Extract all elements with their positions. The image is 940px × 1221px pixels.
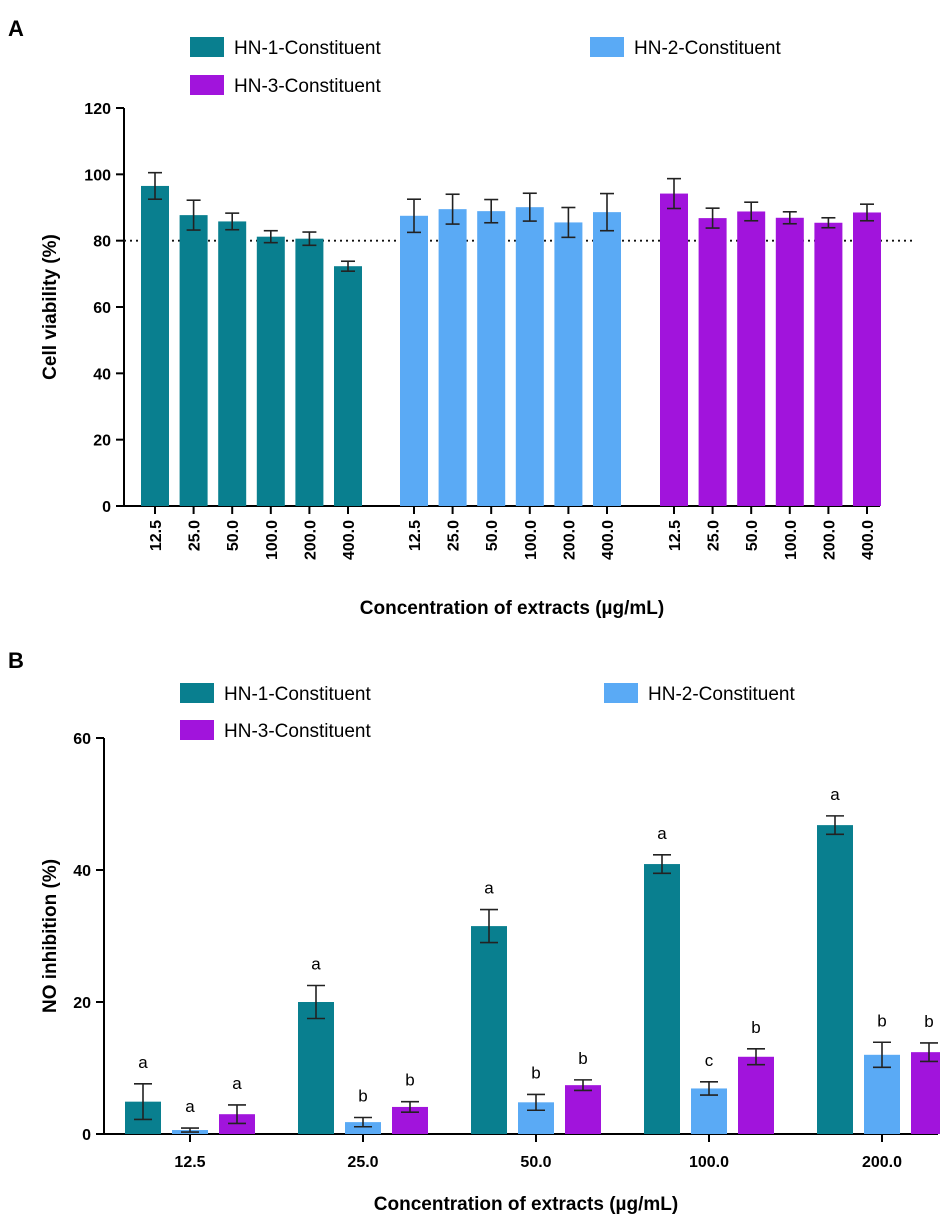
legend-swatch-hn2 — [590, 37, 624, 57]
x-tick-label: 25.0 — [706, 520, 723, 551]
legend-swatch-hn2 — [604, 683, 638, 703]
legend-swatch-hn3 — [190, 75, 224, 95]
legend-label-hn2: HN-2-Constituent — [648, 684, 795, 705]
x-tick-label: 200.0 — [302, 520, 319, 560]
legend-label-hn1: HN-1-Constituent — [224, 684, 371, 705]
legend-label-hn3: HN-3-Constituent — [234, 76, 381, 97]
y-tick-label: 40 — [73, 863, 91, 880]
panel-a: A HN-1-Constituent HN-3-Constituent HN-2… — [8, 16, 916, 619]
panel-a-plot: 0 20 40 60 80 100 120 12.5 25.0 50.0 100.0 200.0 400… — [84, 101, 916, 560]
x-tick-label: 400.0 — [341, 520, 358, 560]
bar — [776, 218, 804, 506]
significance-label: b — [578, 1049, 587, 1068]
bar — [334, 266, 362, 506]
x-tick-label: 12.5 — [407, 520, 424, 551]
bar — [853, 212, 881, 506]
bar — [565, 1085, 601, 1134]
panel-a-label: A — [8, 16, 24, 41]
significance-label: b — [877, 1011, 886, 1030]
significance-label: a — [138, 1053, 148, 1072]
legend-label-hn1: HN-1-Constituent — [234, 38, 381, 59]
significance-label: a — [185, 1097, 195, 1116]
significance-label: a — [657, 824, 667, 843]
panel-b: B HN-1-Constituent HN-3-Constituent HN-2… — [8, 648, 940, 1215]
x-tick-label: 25.0 — [446, 520, 463, 551]
bar — [660, 194, 688, 506]
legend-swatch-hn1 — [190, 37, 224, 57]
legend-label-hn2: HN-2-Constituent — [634, 38, 781, 59]
x-tick-label: 100.0 — [523, 520, 540, 560]
bar — [738, 1057, 774, 1134]
bar — [141, 186, 169, 506]
x-tick-label: 400.0 — [600, 520, 617, 560]
bar — [257, 237, 285, 506]
x-tick-label: 100.0 — [264, 520, 281, 560]
significance-label: b — [358, 1087, 367, 1106]
significance-label: b — [531, 1063, 540, 1082]
significance-label: a — [830, 785, 840, 804]
bar — [516, 207, 544, 506]
bar — [814, 223, 842, 506]
y-tick-label: 0 — [82, 1127, 91, 1144]
panel-a-y-axis-title: Cell viability (%) — [40, 234, 61, 380]
y-tick-label: 40 — [93, 366, 111, 383]
y-tick-label: 60 — [73, 731, 91, 748]
x-tick-label: 100.0 — [783, 520, 800, 560]
x-tick-label: 200.0 — [821, 520, 838, 560]
bar — [817, 825, 853, 1134]
significance-label: c — [705, 1051, 714, 1070]
bar — [644, 864, 680, 1134]
bar — [593, 212, 621, 506]
y-tick-label: 20 — [93, 433, 111, 450]
legend-label-hn3: HN-3-Constituent — [224, 721, 371, 742]
bar — [911, 1052, 940, 1134]
x-tick-label: 12.5 — [174, 1154, 205, 1171]
y-tick-label: 120 — [84, 101, 111, 118]
y-tick-label: 0 — [102, 499, 111, 516]
bar — [218, 221, 246, 506]
legend-swatch-hn3 — [180, 720, 214, 740]
x-tick-label: 25.0 — [347, 1154, 378, 1171]
significance-label: a — [311, 955, 321, 974]
panel-b-label: B — [8, 648, 24, 673]
bar — [477, 211, 505, 506]
y-tick-label: 60 — [93, 300, 111, 317]
x-tick-label: 400.0 — [860, 520, 877, 560]
x-tick-label: 50.0 — [484, 520, 501, 551]
bar — [295, 239, 323, 506]
panel-b-plot: 0 20 40 60 12.5 25.0 50.0 100.0 200.0 a a a a a a b b c b a… — [73, 731, 940, 1171]
y-tick-label: 100 — [84, 167, 111, 184]
x-tick-label: 50.0 — [744, 520, 761, 551]
significance-label: a — [484, 879, 494, 898]
bar — [439, 209, 467, 506]
x-tick-label: 25.0 — [187, 520, 204, 551]
bar — [471, 926, 507, 1134]
significance-label: b — [924, 1012, 933, 1031]
x-tick-label: 12.5 — [667, 520, 684, 551]
bar — [180, 215, 208, 506]
bar — [400, 216, 428, 506]
x-tick-label: 50.0 — [520, 1154, 551, 1171]
panel-b-y-axis-title: NO inhibition (%) — [40, 859, 61, 1013]
x-tick-label: 50.0 — [225, 520, 242, 551]
bar — [554, 222, 582, 506]
bar — [699, 218, 727, 506]
x-tick-label: 100.0 — [689, 1154, 729, 1171]
x-tick-label: 200.0 — [561, 520, 578, 560]
bar — [737, 211, 765, 506]
panel-b-legend: HN-1-Constituent HN-3-Constituent HN-2-C… — [180, 683, 795, 742]
bar — [298, 1002, 334, 1134]
significance-label: b — [405, 1071, 414, 1090]
panel-b-x-axis-title: Concentration of extracts (µg/mL) — [374, 1194, 678, 1215]
significance-label: a — [232, 1074, 242, 1093]
x-tick-label: 12.5 — [148, 520, 165, 551]
x-tick-label: 200.0 — [862, 1154, 902, 1171]
significance-label: b — [751, 1018, 760, 1037]
panel-a-legend: HN-1-Constituent HN-3-Constituent HN-2-C… — [190, 37, 781, 97]
y-tick-label: 20 — [73, 995, 91, 1012]
y-tick-label: 80 — [93, 234, 111, 251]
legend-swatch-hn1 — [180, 683, 214, 703]
panel-a-x-axis-title: Concentration of extracts (µg/mL) — [360, 598, 664, 619]
